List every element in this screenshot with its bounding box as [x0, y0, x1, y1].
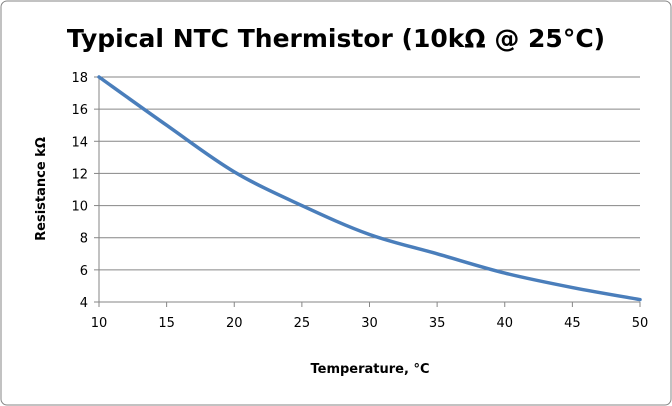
- y-tick-label: 14: [71, 135, 88, 150]
- x-tick-label: 45: [564, 316, 581, 331]
- y-tick-label: 8: [80, 232, 88, 247]
- y-tick-label: 18: [71, 71, 88, 86]
- y-tick-label: 6: [80, 264, 88, 279]
- x-tick-label: 50: [632, 316, 649, 331]
- x-tick-label: 30: [361, 316, 378, 331]
- chart-title: Typical NTC Thermistor (10kΩ @ 25°C): [67, 24, 605, 53]
- x-axis-label: Temperature, °C: [310, 362, 429, 377]
- y-tick-label: 4: [80, 296, 88, 311]
- y-tick-label: 10: [71, 200, 88, 215]
- x-tick-label: 20: [226, 316, 243, 331]
- x-tick-label: 40: [496, 316, 513, 331]
- x-tick-label: 10: [91, 316, 108, 331]
- y-tick-label: 12: [71, 167, 88, 182]
- y-tick-label: 16: [71, 103, 88, 118]
- series-line: [97, 75, 642, 302]
- x-tick-label: 35: [429, 316, 446, 331]
- x-tick-label: 15: [158, 316, 175, 331]
- y-axis-label: Resistance kΩ: [34, 137, 49, 241]
- x-tick-label: 25: [294, 316, 311, 331]
